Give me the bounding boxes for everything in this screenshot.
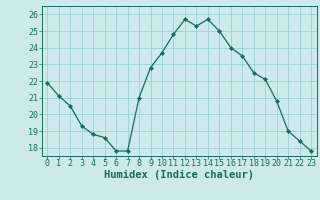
X-axis label: Humidex (Indice chaleur): Humidex (Indice chaleur): [104, 170, 254, 180]
